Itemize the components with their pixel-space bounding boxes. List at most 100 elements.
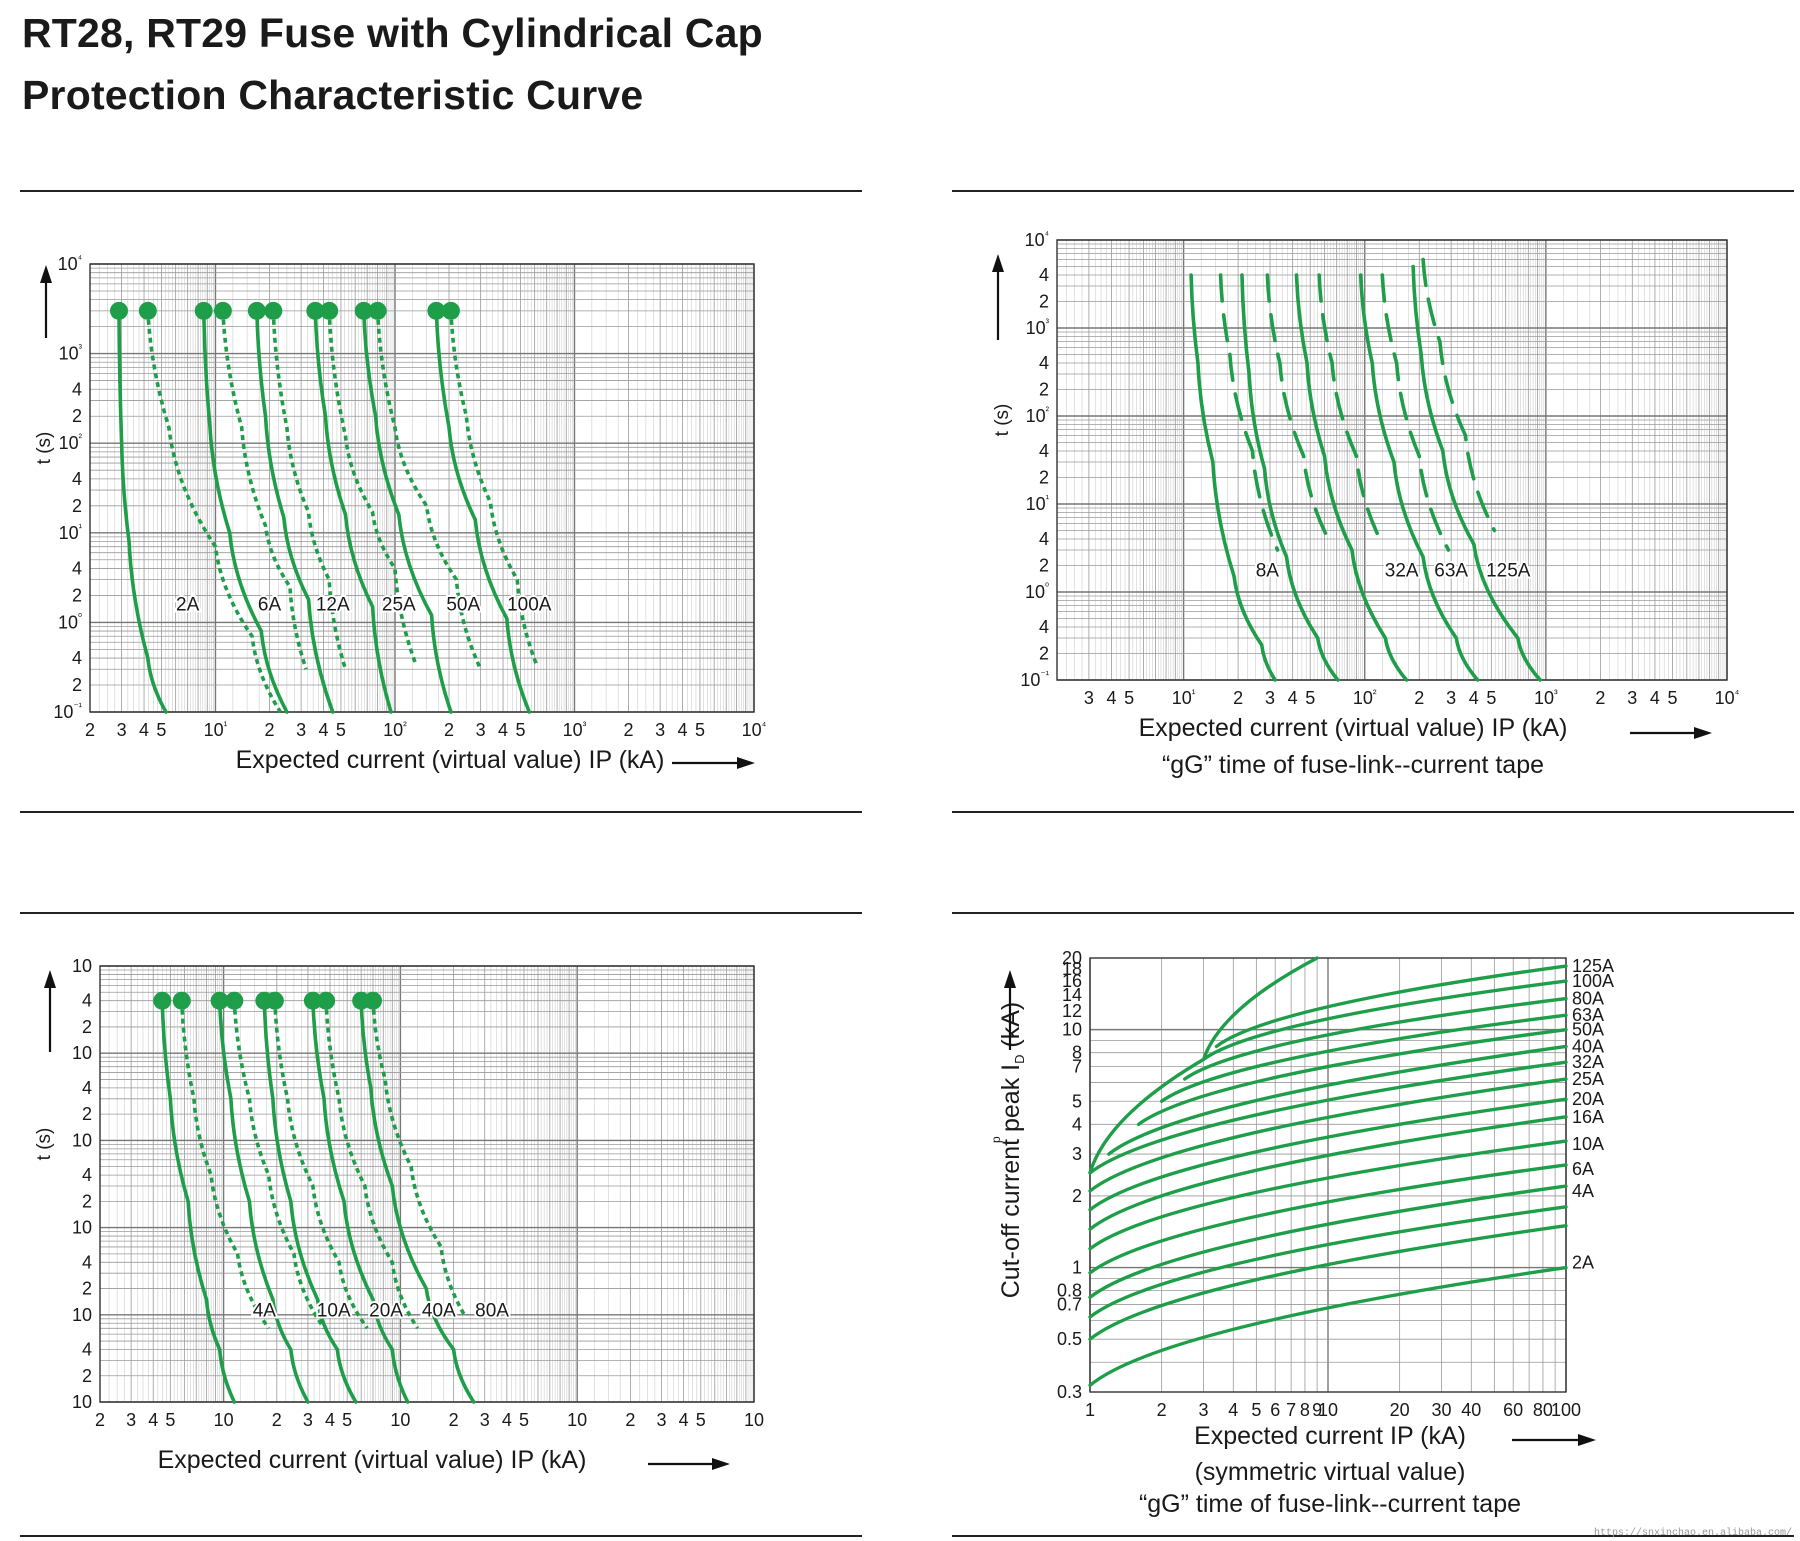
series-line-25A-solid [313,309,393,714]
chart-subtitle: “gG” time of fuse-link--current tape [1162,751,1544,779]
x-tick-label: 4 [319,720,329,740]
y-tick-label: 4 [82,1340,92,1360]
series-line-12A-dotted [271,310,348,670]
series-line-6A-dotted [221,310,308,670]
series-line-32A-dashed [1317,273,1385,546]
x-tick-label: 4 [502,1410,512,1430]
x-axis-title: Expected current (virtual value) IP (kA) [158,1446,587,1474]
series-line-63A-solid [1358,273,1480,682]
x-tick-label: 4 [1288,688,1298,708]
series-line-125A-solid [1411,264,1542,682]
y-tick-label: 10⁰ [1025,582,1049,602]
series-line-80A-dotted [371,1000,466,1316]
divider-top-right [952,190,1794,192]
y-tick-label: 2 [72,675,82,695]
y-tick-label: 0.7 [1057,1294,1082,1314]
series-line-32A-solid [1294,273,1409,682]
x-tick-label: 2 [85,720,95,740]
y-tick-label: 4 [1039,441,1049,461]
y-tick-label: 10¹ [59,523,83,543]
curve-label: 10A [317,1301,351,1322]
x-tick-label: 1 [1085,1400,1095,1420]
series-group-c2 [1189,257,1542,682]
grid-c1 [89,263,755,713]
curve-label: 25A [1572,1069,1604,1089]
y-tick-label: 10 [72,1130,92,1150]
grid-c2 [1056,239,1728,681]
x-axis-arrow-c1-head [737,757,755,769]
y-tick-label: 2 [82,1104,92,1124]
series-line-2A-solid [117,309,168,714]
y-tick-label: 4 [1039,529,1049,549]
y-tick-label: 4 [82,1165,92,1185]
curve-label: 50A [1572,1020,1604,1040]
y-tick-label: 4 [72,379,82,399]
x-tick-label: 4 [678,720,688,740]
x-tick-label: 10¹ [204,720,228,740]
series-line-6A-solid [201,309,289,714]
curve-label: 12A [316,595,350,616]
y-axis-arrow-c3-head [44,970,56,988]
plot-frame-c1 [89,263,755,713]
chart-subtitle: “gG” time of fuse-link--current tape [1139,1490,1521,1518]
chart-c1: 2 3 4 5 10¹ 2 3 4 5 10² 2 3 4 5 10³ 2 3 4 5 10⁴10⁴10³4210²4… [34,254,767,774]
series-line-100A-solid [434,309,532,714]
y-tick-label: 4 [82,991,92,1011]
series-line-50A-solid [1136,1027,1568,1127]
series-line-10A-solid [217,998,310,1404]
series-line-32A-solid [1088,1060,1568,1175]
x-tick-label: 2 [1157,1400,1167,1420]
divider-top-left [20,190,862,192]
series-start-marker [368,301,387,320]
y-tick-label: 10⁴ [1025,230,1049,250]
y-tick-label: 8 [1072,1043,1082,1063]
series-start-marker [364,991,383,1010]
y-tick-label: 4 [72,469,82,489]
x-tick-label: 10 [567,1410,587,1430]
x-tick-label: 20 [1390,1400,1410,1420]
x-tick-label: 3 [117,720,127,740]
x-tick-label: 5 [1124,688,1134,708]
y-tick-label: 2 [82,1017,92,1037]
y-tick-label: 4 [82,1078,92,1098]
x-axis-title: Expected current (virtual value) IP (kA) [236,746,665,774]
x-tick-label: 2 [449,1410,459,1430]
y-tick-label: 3 [1072,1144,1082,1164]
page-title-line1: RT28, RT29 Fuse with Cylindrical Cap [22,10,763,56]
x-tick-label: 4 [1228,1400,1238,1420]
series-group-c1 [109,301,538,714]
x-tick-label: 3 [476,720,486,740]
y-tick-label: 2 [82,1191,92,1211]
curve-label: 20A [1572,1089,1604,1109]
series-line-125A-solid [1214,964,1568,1049]
x-tick-label: 10³ [563,720,587,740]
curve-label: 16A [1572,1107,1604,1127]
x-tick-label: 2 [272,1410,282,1430]
curve-label: 6A [258,595,282,616]
series-line-4A-solid [160,998,237,1404]
grid-c3 [99,965,755,1403]
x-tick-label: 10⁴ [742,720,767,740]
series-line-40A-solid [311,998,410,1404]
series-line-25A-dotted [327,310,418,664]
curve-label: 80A [1572,989,1604,1009]
series-line-25A-solid [1088,1077,1568,1193]
series-start-marker [194,301,213,320]
y-tick-label: 10 [1062,1020,1082,1040]
series-line-63A-solid [1159,1013,1568,1103]
series-line-125A-dashed [1421,257,1497,533]
y-tick-label: 5 [1072,1091,1082,1111]
y-tick-label: 4 [1072,1114,1082,1134]
y-tick-label: 2 [1039,380,1049,400]
divider-mid2-right [952,912,1794,914]
x-tick-label: 3 [1446,688,1456,708]
x-tick-label: 80 [1533,1400,1553,1420]
series-line-12A-solid [255,309,335,714]
series-start-marker [441,301,460,320]
x-tick-label: 3 [657,1410,667,1430]
series-start-marker [225,991,244,1010]
x-tick-label: 6 [1270,1400,1280,1420]
curve-label: 32A [1385,561,1419,582]
x-tick-label: 5 [156,720,166,740]
